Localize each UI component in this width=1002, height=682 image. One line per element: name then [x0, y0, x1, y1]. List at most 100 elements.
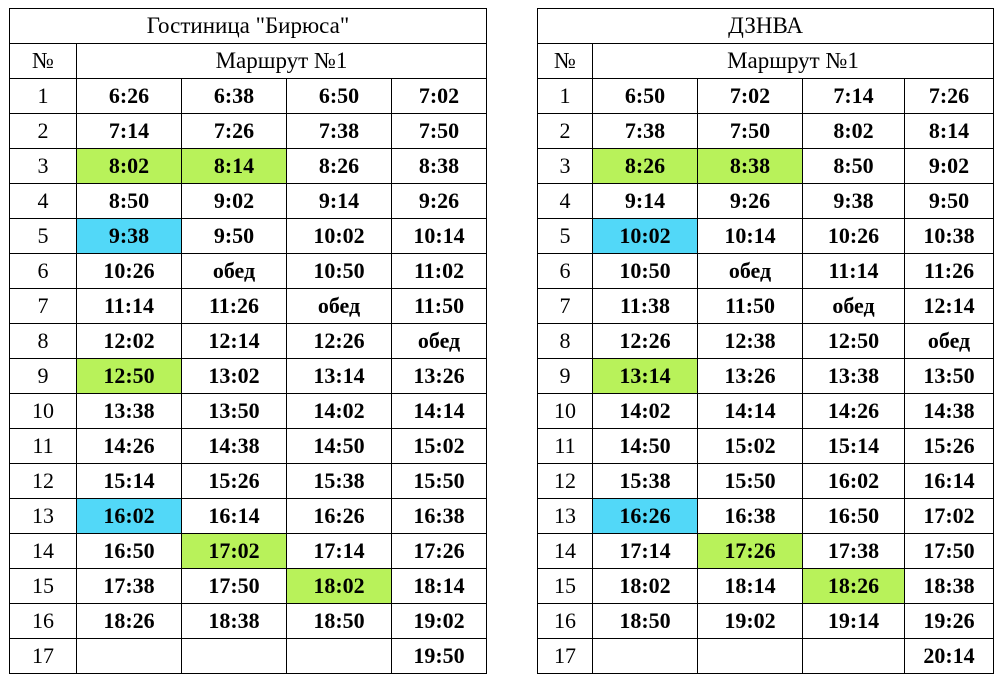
table-row: 6 10:26 обед 10:50 11:02	[9, 253, 488, 289]
row-number: 2	[9, 113, 77, 149]
time-cell: 6:26	[76, 78, 182, 114]
time-cell: 9:38	[76, 218, 182, 254]
time-cell: 15:14	[802, 428, 905, 464]
time-cell: 16:14	[181, 498, 287, 534]
time-cell: 12:50	[76, 358, 182, 394]
time-cell: 8:26	[592, 148, 698, 184]
time-cell: 13:26	[390, 358, 488, 394]
time-cell: 6:50	[286, 78, 392, 114]
time-cell: 18:02	[286, 568, 392, 604]
time-cell: 13:38	[802, 358, 905, 394]
row-number: 14	[537, 533, 593, 569]
time-cell: 17:50	[903, 533, 995, 569]
table-title: ДЗНВА	[536, 8, 995, 44]
time-cell: 13:38	[76, 393, 182, 429]
time-cell: 7:26	[903, 78, 995, 114]
time-cell: обед	[802, 288, 905, 324]
time-cell: 19:50	[390, 638, 488, 674]
table-header-row: № Маршрут №1	[537, 43, 995, 79]
time-cell: 18:38	[181, 603, 287, 639]
time-cell: 9:14	[592, 183, 698, 219]
time-cell: 13:14	[286, 358, 392, 394]
time-cell: 15:26	[181, 463, 287, 499]
time-cell: 8:14	[181, 148, 287, 184]
time-cell: обед	[697, 253, 803, 289]
time-cell: 19:26	[903, 603, 995, 639]
time-cell: 14:38	[181, 428, 287, 464]
time-cell: 12:38	[697, 323, 803, 359]
row-number: 9	[537, 358, 593, 394]
row-number: 5	[9, 218, 77, 254]
time-cell: 17:26	[697, 533, 803, 569]
row-number: 5	[537, 218, 593, 254]
time-cell: 18:02	[592, 568, 698, 604]
time-cell	[697, 638, 803, 674]
time-cell: 15:50	[697, 463, 803, 499]
time-cell: 7:38	[592, 113, 698, 149]
time-cell: 18:50	[286, 603, 392, 639]
time-cell	[802, 638, 905, 674]
time-cell: 13:50	[181, 393, 287, 429]
time-cell: 12:14	[181, 323, 287, 359]
row-number: 12	[9, 463, 77, 499]
row-number: 13	[9, 498, 77, 534]
time-cell: 20:14	[903, 638, 995, 674]
schedule-body: Гостиница "Бирюса" № Маршрут №1 1 6:26 6:38 6:…	[8, 8, 488, 674]
time-cell: 18:14	[390, 568, 488, 604]
time-cell: 14:50	[286, 428, 392, 464]
time-cell: 19:02	[697, 603, 803, 639]
time-cell: 17:02	[181, 533, 287, 569]
row-number: 9	[9, 358, 77, 394]
time-cell: 9:02	[181, 183, 287, 219]
time-cell: 15:38	[592, 463, 698, 499]
time-cell: 13:26	[697, 358, 803, 394]
time-cell: 11:14	[76, 288, 182, 324]
route-header: Маршрут №1	[75, 43, 488, 79]
time-cell: 7:02	[390, 78, 488, 114]
table-row: 9 13:14 13:26 13:38 13:50	[537, 358, 995, 394]
time-cell: 8:02	[76, 148, 182, 184]
time-cell: 14:26	[802, 393, 905, 429]
time-cell: 17:38	[76, 568, 182, 604]
time-cell: 16:02	[76, 498, 182, 534]
row-number: 17	[9, 638, 77, 674]
time-cell: 7:50	[697, 113, 803, 149]
table-row: 1 6:26 6:38 6:50 7:02	[9, 78, 488, 114]
row-number: 7	[537, 288, 593, 324]
row-number: 7	[9, 288, 77, 324]
table-row: 9 12:50 13:02 13:14 13:26	[9, 358, 488, 394]
time-cell: 11:26	[181, 288, 287, 324]
time-cell: 19:02	[390, 603, 488, 639]
time-cell: 8:26	[286, 148, 392, 184]
row-number: 4	[537, 183, 593, 219]
time-cell: 17:14	[286, 533, 392, 569]
row-number: 2	[537, 113, 593, 149]
time-cell: 14:14	[697, 393, 803, 429]
time-cell: 11:02	[390, 253, 488, 289]
time-cell: 8:02	[802, 113, 905, 149]
table-row: 2 7:14 7:26 7:38 7:50	[9, 113, 488, 149]
time-cell: 17:38	[802, 533, 905, 569]
time-cell: 8:38	[390, 148, 488, 184]
time-cell: 9:14	[286, 183, 392, 219]
time-cell: 17:50	[181, 568, 287, 604]
schedule-table-dznva: ДЗНВА № Маршрут №1 1 6:50 7:02 7:14 7:26 2 7:38 7:…	[536, 8, 995, 674]
time-cell: 6:38	[181, 78, 287, 114]
time-cell: 16:38	[390, 498, 488, 534]
table-title-row: ДЗНВА	[536, 8, 995, 44]
time-cell: 18:38	[903, 568, 995, 604]
row-number: 11	[537, 428, 593, 464]
time-cell: 16:50	[802, 498, 905, 534]
table-row: 2 7:38 7:50 8:02 8:14	[537, 113, 995, 149]
table-row: 5 10:02 10:14 10:26 10:38	[537, 218, 995, 254]
time-cell: 15:14	[76, 463, 182, 499]
time-cell: 10:26	[76, 253, 182, 289]
table-row: 12 15:38 15:50 16:02 16:14	[537, 463, 995, 499]
table-row: 12 15:14 15:26 15:38 15:50	[9, 463, 488, 499]
table-row: 11 14:50 15:02 15:14 15:26	[537, 428, 995, 464]
time-cell: 9:26	[390, 183, 488, 219]
row-number: 3	[537, 148, 593, 184]
time-cell: 11:50	[390, 288, 488, 324]
time-cell: 15:38	[286, 463, 392, 499]
time-cell: 7:26	[181, 113, 287, 149]
